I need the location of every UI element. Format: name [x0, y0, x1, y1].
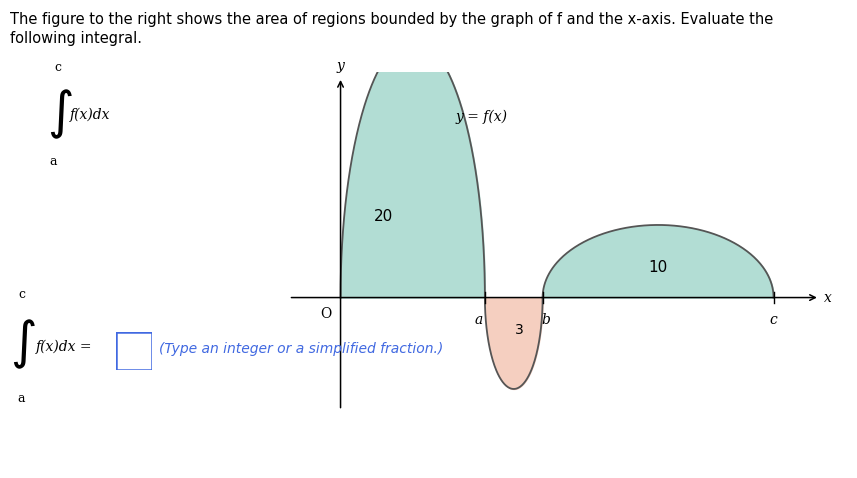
- Text: b: b: [541, 313, 550, 326]
- Text: 10: 10: [649, 261, 668, 275]
- Text: $\int$: $\int$: [47, 88, 73, 141]
- Text: a: a: [50, 155, 57, 168]
- Text: y: y: [337, 59, 345, 73]
- Text: a: a: [475, 313, 483, 326]
- Text: f(x)dx: f(x)dx: [70, 108, 111, 122]
- Text: 3: 3: [515, 323, 524, 337]
- Text: a: a: [18, 392, 25, 405]
- Text: O: O: [321, 307, 332, 321]
- Text: 20: 20: [375, 209, 393, 224]
- Text: f(x)dx =: f(x)dx =: [36, 339, 93, 354]
- Text: y = f(x): y = f(x): [456, 109, 508, 124]
- Text: following integral.: following integral.: [10, 31, 142, 46]
- Text: c: c: [55, 61, 62, 74]
- Text: x: x: [824, 291, 832, 304]
- Text: The figure to the right shows the area of regions bounded by the graph of f and : The figure to the right shows the area o…: [10, 12, 774, 27]
- Text: (Type an integer or a simplified fraction.): (Type an integer or a simplified fractio…: [159, 342, 443, 356]
- Text: c: c: [770, 313, 777, 326]
- Text: c: c: [18, 288, 25, 301]
- Text: $\int$: $\int$: [10, 317, 36, 371]
